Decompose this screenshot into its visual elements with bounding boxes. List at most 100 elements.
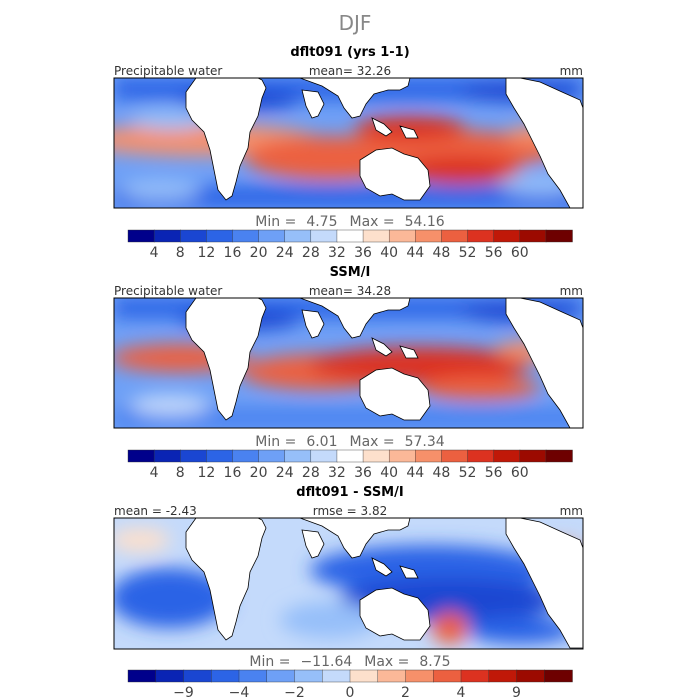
colorbar-tick-label: 20 — [250, 465, 268, 481]
colorbar-swatch — [284, 449, 312, 463]
colorbar-swatch — [153, 449, 181, 463]
mean-label: mean = -2.43 — [114, 504, 197, 518]
panel-obs: SSM/I Precipitable water mean= 34.28 mm … — [110, 265, 584, 481]
colorbar: 4 8 12 16 20 24 28 32 36 40 44 48 52 56 60 — [127, 449, 573, 481]
colorbar-swatch — [310, 449, 338, 463]
colorbar-tick-label: 40 — [380, 465, 398, 481]
colorbar-swatch — [206, 449, 234, 463]
colorbar-swatch — [441, 449, 469, 463]
colorbar: −9 −4 −2 0 2 4 9 — [127, 669, 573, 700]
colorbar-swatch — [519, 229, 547, 243]
colorbar-swatch — [322, 669, 351, 683]
units-label: mm — [560, 64, 583, 78]
colorbar-tick-label: 56 — [485, 465, 503, 481]
colorbar-swatch — [294, 669, 323, 683]
colorbar-tick-label: 36 — [354, 245, 372, 261]
panel-model: dflt091 (yrs 1-1) Precipitable water mea… — [80, 45, 584, 261]
mean-label: mean= 34.28 — [309, 284, 391, 298]
colorbar-swatch — [180, 229, 208, 243]
colorbar-swatch — [336, 229, 364, 243]
colorbar-swatch — [493, 229, 521, 243]
mean-label: mean= 32.26 — [309, 64, 391, 78]
colorbar-tick-label: 52 — [459, 245, 477, 261]
colorbar-tick-label: 12 — [197, 465, 215, 481]
colorbar-swatch — [388, 229, 416, 243]
colorbar-swatch — [441, 229, 469, 243]
colorbar-tick-label: 32 — [328, 465, 346, 481]
colorbar-tick-label: −2 — [284, 685, 305, 700]
map-field — [80, 78, 583, 208]
map-field — [110, 518, 583, 649]
colorbar-tick-label: 20 — [250, 245, 268, 261]
colorbar-tick-label: 60 — [511, 245, 529, 261]
colorbar-tick-label: 40 — [380, 245, 398, 261]
colorbar-tick-label: 32 — [328, 245, 346, 261]
colorbar-swatch — [266, 669, 296, 683]
colorbar-swatch — [433, 669, 462, 683]
colorbar-swatch — [516, 669, 545, 683]
colorbar-tick-label: 48 — [432, 245, 450, 261]
stats-label: Min = −11.64 Max = 8.75 — [249, 654, 450, 670]
stats-label: Min = 6.01 Max = 57.34 — [255, 434, 445, 450]
colorbar-tick-label: 0 — [346, 685, 355, 700]
units-label: mm — [560, 504, 583, 518]
colorbar-swatch — [127, 669, 157, 683]
map-frame — [113, 517, 584, 650]
rmse-label: rmse = 3.82 — [313, 504, 387, 518]
colorbar-swatch — [183, 669, 212, 683]
colorbar-tick-label: 8 — [176, 465, 185, 481]
colorbar-swatch — [519, 449, 547, 463]
colorbar-swatch — [349, 669, 379, 683]
colorbar-swatch — [545, 449, 573, 463]
colorbar-tick-label: −9 — [173, 685, 194, 700]
colorbar-tick-label: 60 — [511, 465, 529, 481]
colorbar-tick-label: 4 — [150, 465, 159, 481]
colorbar-tick-label: 28 — [302, 245, 320, 261]
colorbar-tick-label: 48 — [432, 465, 450, 481]
colorbar-swatch — [336, 449, 364, 463]
colorbar-tick-label: 44 — [406, 465, 424, 481]
colorbar-swatch — [362, 449, 390, 463]
colorbar-swatch — [238, 669, 268, 683]
colorbar-swatch — [258, 449, 286, 463]
colorbar-swatch — [545, 229, 573, 243]
colorbar-swatch — [127, 449, 155, 463]
colorbar-tick-label: 36 — [354, 465, 372, 481]
colorbar-swatch — [310, 229, 338, 243]
colorbar-swatch — [362, 229, 390, 243]
colorbar-swatch — [206, 229, 234, 243]
colorbar-tick-label: 8 — [176, 245, 185, 261]
colorbar-swatch — [405, 669, 434, 683]
stats-label: Min = 4.75 Max = 54.16 — [255, 214, 445, 230]
colorbar-tick-label: 24 — [276, 245, 294, 261]
colorbar-swatch — [153, 229, 181, 243]
colorbar-tick-label: 28 — [302, 465, 320, 481]
colorbar-swatch — [155, 669, 185, 683]
figure-title: DJF — [339, 11, 372, 35]
colorbar-swatch — [211, 669, 240, 683]
colorbar-tick-label: −4 — [229, 685, 250, 700]
colorbar-swatch — [488, 669, 518, 683]
colorbar-swatch — [415, 449, 443, 463]
colorbar-tick-label: 12 — [197, 245, 215, 261]
variable-label: Precipitable water — [114, 284, 222, 298]
colorbar: 4 8 12 16 20 24 28 32 36 40 44 48 52 56 60 — [127, 229, 573, 261]
colorbar-swatch — [493, 449, 521, 463]
map-frame — [113, 297, 584, 429]
units-label: mm — [560, 284, 583, 298]
colorbar-tick-label: 2 — [401, 685, 410, 700]
colorbar-swatch — [232, 229, 260, 243]
panel-title: SSM/I — [330, 265, 371, 280]
colorbar-swatch — [127, 229, 155, 243]
colorbar-swatch — [467, 229, 495, 243]
colorbar-tick-label: 9 — [512, 685, 521, 700]
colorbar-swatch — [544, 669, 573, 683]
map-field — [110, 298, 583, 428]
colorbar-tick-label: 4 — [150, 245, 159, 261]
colorbar-swatch — [377, 669, 407, 683]
colorbar-tick-label: 56 — [485, 245, 503, 261]
map-frame — [113, 77, 584, 209]
panel-title: dflt091 - SSM/I — [296, 485, 403, 500]
colorbar-swatch — [467, 449, 495, 463]
